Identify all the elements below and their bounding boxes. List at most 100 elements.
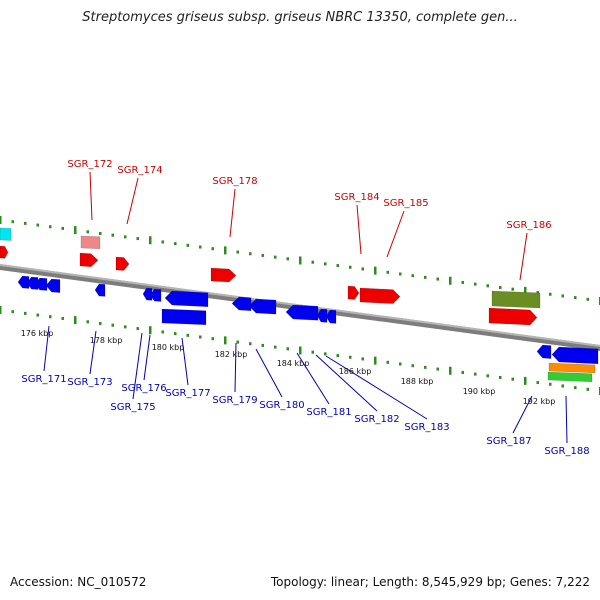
reverse-track-minor-tick (11, 310, 14, 314)
forward-track-minor-tick (386, 270, 389, 274)
gene-sgr-183[interactable] (325, 309, 337, 324)
label-sgr-174[interactable]: SGR_174 (117, 165, 162, 176)
label-sgr-182[interactable]: SGR_182 (354, 414, 399, 425)
scale-labels: 176 kbp 178 kbp 180 kbp 182 kbp 184 kbp 186 k… (21, 329, 556, 406)
reverse-track-minor-tick (186, 333, 189, 337)
gene-sgr-172[interactable] (79, 252, 99, 268)
scale-label: 192 kbp (523, 397, 556, 406)
gene-sgr-188[interactable] (551, 346, 599, 365)
label-sgr-188-leader (565, 395, 568, 444)
forward-track-major-tick (224, 246, 227, 255)
label-sgr-186-leader (519, 232, 528, 281)
label-sgr-171[interactable]: SGR_171 (21, 374, 66, 385)
gene-sgr-187[interactable] (536, 344, 552, 359)
gene-sgr-178[interactable] (210, 267, 237, 283)
gene-sgr-180[interactable] (248, 298, 277, 315)
label-sgr-187[interactable]: SGR_187 (486, 436, 531, 447)
accession-text: Accession: NC_010572 (10, 575, 147, 589)
label-sgr-172[interactable]: SGR_172 (67, 159, 112, 170)
label-sgr-172-leader (89, 171, 93, 221)
forward-track-minor-tick (111, 233, 114, 237)
label-sgr-176-leader (143, 334, 151, 381)
label-sgr-180[interactable]: SGR_180 (259, 400, 304, 411)
reverse-track-major-tick (374, 356, 377, 365)
gene-sgr-186[interactable] (491, 290, 541, 309)
forward-track-minor-tick (424, 275, 427, 279)
reverse-track-minor-tick (36, 313, 39, 317)
gene-sgr-188-green[interactable] (547, 371, 593, 383)
forward-track-major-tick (0, 216, 2, 224)
forward-track-minor-tick (261, 253, 264, 257)
gene-sgr-177b[interactable] (161, 308, 207, 326)
reverse-track-minor-tick (474, 372, 477, 376)
forward-track-minor-tick (411, 274, 414, 278)
label-sgr-181[interactable]: SGR_181 (306, 407, 351, 418)
gene-sgr-172-pseudo[interactable] (80, 235, 101, 250)
label-sgr-176[interactable]: SGR_176 (121, 383, 166, 394)
forward-track-minor-tick (511, 287, 514, 291)
label-sgr-185[interactable]: SGR_185 (383, 198, 428, 209)
gene-sgr-173[interactable] (94, 283, 106, 297)
forward-track-minor-tick (349, 265, 352, 269)
label-sgr-175[interactable]: SGR_175 (110, 402, 155, 413)
gene-sgr-181[interactable] (285, 304, 319, 321)
forward-track-major-tick (149, 236, 152, 245)
label-sgr-173-leader (89, 330, 97, 375)
forward-track-minor-tick (286, 257, 289, 261)
label-sgr-171-leader (43, 325, 50, 372)
forward-track-minor-tick (549, 292, 552, 296)
reverse-track-minor-tick (324, 352, 327, 356)
reverse-track-minor-tick (549, 382, 552, 386)
gene-sgr-174[interactable] (115, 256, 130, 271)
label-sgr-184[interactable]: SGR_184 (334, 192, 379, 203)
forward-tick-track (0, 216, 600, 305)
reverse-track-minor-tick (399, 362, 402, 366)
reverse-track-minor-tick (174, 332, 177, 336)
label-sgr-173[interactable]: SGR_173 (67, 377, 112, 388)
label-sgr-178[interactable]: SGR_178 (212, 176, 257, 187)
gene-edge-cyan[interactable] (0, 227, 12, 241)
gene-sgr-171d[interactable] (45, 278, 61, 293)
label-sgr-186[interactable]: SGR_186 (506, 220, 551, 231)
reverse-track-minor-tick (236, 340, 239, 344)
label-sgr-178-leader (229, 188, 236, 238)
reverse-track-minor-tick (61, 316, 64, 320)
label-sgr-183[interactable]: SGR_183 (404, 422, 449, 433)
gene-sgr-184[interactable] (347, 285, 360, 300)
reverse-track-major-tick (149, 326, 152, 335)
gene-sgr-185[interactable] (359, 287, 401, 304)
forward-track-minor-tick (211, 247, 214, 251)
gene-sgr-171f[interactable] (0, 245, 9, 259)
reverse-track-minor-tick (511, 377, 514, 381)
forward-track-minor-tick (499, 286, 502, 289)
label-sgr-188[interactable]: SGR_188 (544, 446, 589, 457)
scale-label: 190 kbp (463, 387, 496, 396)
label-sgr-175-leader (132, 332, 143, 400)
forward-track-minor-tick (236, 250, 239, 254)
forward-track-minor-tick (311, 260, 314, 264)
gene-sgr-177a[interactable] (164, 290, 209, 308)
genome-summary-text: Topology: linear; Length: 8,545,929 bp; … (270, 575, 590, 589)
label-sgr-179[interactable]: SGR_179 (212, 395, 257, 406)
label-sgr-177[interactable]: SGR_177 (165, 388, 210, 399)
forward-track-minor-tick (474, 282, 477, 286)
map-title: Streptomyces griseus subsp. griseus NBRC… (82, 10, 518, 25)
reverse-track-minor-tick (349, 355, 352, 359)
forward-track-minor-tick (136, 237, 139, 241)
reverse-track-minor-tick (411, 364, 414, 368)
forward-track-minor-tick (436, 277, 439, 281)
gene-sgr-186b[interactable] (488, 307, 538, 326)
reverse-track-minor-tick (161, 330, 164, 334)
gene-sgr-188-orange[interactable] (548, 362, 596, 374)
forward-track-major-tick (74, 226, 77, 235)
scale-label: 186 kbp (339, 367, 372, 376)
gene-labels[interactable]: SGR_172 SGR_174 SGR_178 SGR_184 SGR_185 SGR_1… (21, 159, 589, 457)
reverse-track-major-tick (74, 316, 77, 325)
gene-sgr-176[interactable] (149, 288, 162, 302)
scale-label: 188 kbp (401, 377, 434, 386)
reverse-track-minor-tick (99, 322, 102, 325)
forward-track-major-tick (524, 286, 527, 295)
forward-track-minor-tick (249, 252, 252, 256)
gene-features[interactable] (0, 227, 599, 383)
